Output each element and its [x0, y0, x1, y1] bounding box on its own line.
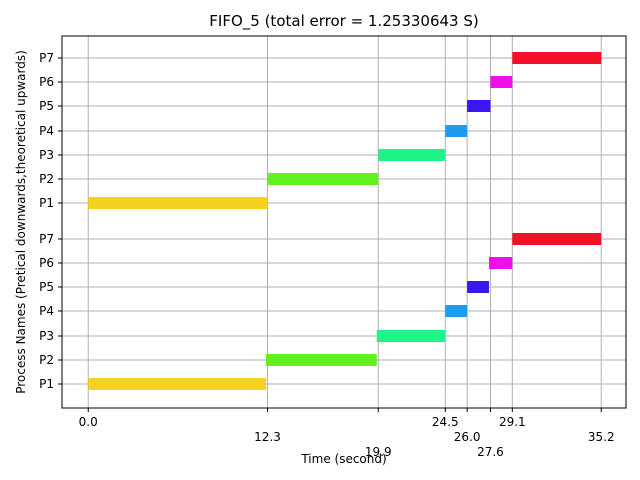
x-tick-label: 0.0	[79, 415, 98, 429]
bar-theoretical-p2	[267, 173, 379, 185]
x-tick-label: 27.6	[477, 445, 504, 459]
bar-theoretical-p3	[378, 149, 446, 161]
bar-practical-p1	[88, 378, 267, 390]
y-tick-label: P6	[39, 75, 54, 89]
y-tick-label: P4	[39, 124, 54, 138]
y-tick-label: P5	[39, 280, 54, 294]
y-tick-label: P4	[39, 304, 54, 318]
y-tick-label: P2	[39, 172, 54, 186]
bar-practical-p7	[512, 233, 602, 245]
axis-ticks: 0.0 12.3 19.9 24.526.027.6 29.1 35.2 P1 P2 P3 P4 P…	[39, 51, 614, 459]
bar-theoretical-p4	[445, 125, 468, 137]
bar-practical-p4	[445, 305, 468, 317]
chart-title: FIFO_5 (total error = 1.25330643 S)	[209, 12, 478, 31]
x-tick-label: 12.3	[254, 430, 281, 444]
bar-practical-p5	[467, 281, 490, 293]
bar-theoretical-p6	[490, 76, 513, 88]
bars	[88, 52, 602, 390]
y-tick-label: P1	[39, 196, 54, 210]
x-tick-label: 35.2	[588, 430, 615, 444]
x-tick-label: 26.0	[454, 430, 481, 444]
y-tick-label: P7	[39, 232, 54, 246]
y-axis-label: Process Names (Pretical downwards,theore…	[14, 50, 28, 394]
bar-practical-p2	[266, 354, 377, 366]
x-tick-label: 19.9	[365, 445, 392, 459]
bar-theoretical-p7	[512, 52, 602, 64]
y-tick-label: P3	[39, 329, 54, 343]
grid-lines	[62, 36, 626, 408]
y-tick-label: P5	[39, 99, 54, 113]
x-tick-label: 24.5	[432, 415, 459, 429]
bar-practical-p3	[376, 330, 446, 342]
y-tick-label: P7	[39, 51, 54, 65]
y-tick-label: P6	[39, 256, 54, 270]
bar-theoretical-p5	[467, 100, 491, 112]
y-tick-label: P1	[39, 377, 54, 391]
bar-theoretical-p1	[88, 197, 268, 209]
x-tick-label: 29.1	[499, 415, 526, 429]
y-tick-label: P3	[39, 148, 54, 162]
y-tick-label: P2	[39, 353, 54, 367]
bar-practical-p6	[489, 257, 513, 269]
x-axis-label: Time (second)	[300, 452, 386, 466]
plot-frame	[61, 35, 627, 409]
